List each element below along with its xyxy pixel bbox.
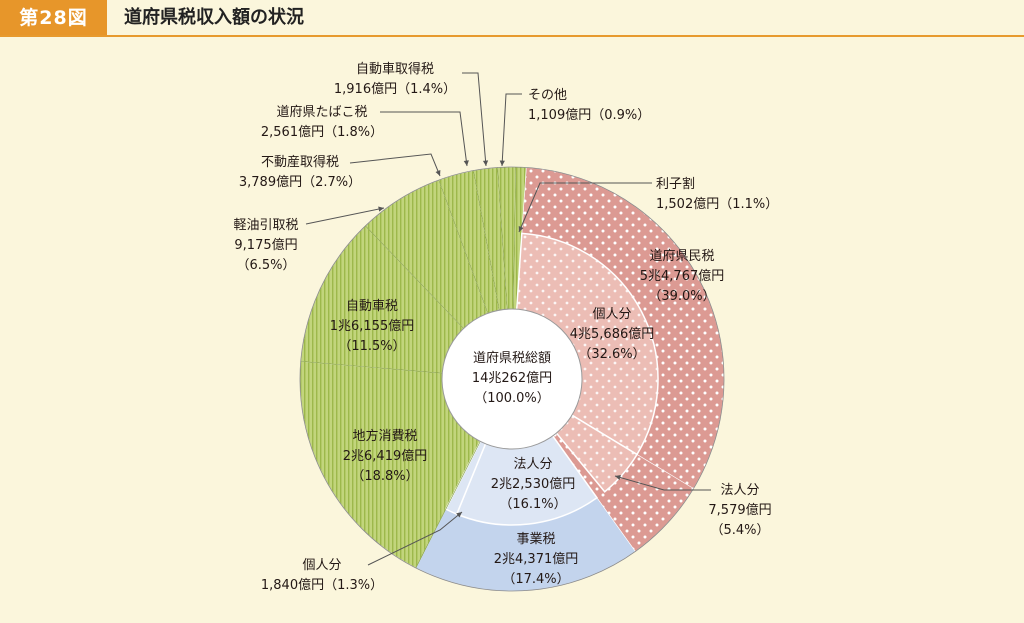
label-keiyu-value: 9,175億円 bbox=[234, 237, 297, 253]
label-kenmin-hojin-pct: （5.4%） bbox=[710, 523, 769, 538]
label-chiho-name: 地方消費税 bbox=[352, 428, 417, 444]
leader-tabako-arrow bbox=[463, 160, 469, 166]
label-kenmin-kojin-pct: （32.6%） bbox=[578, 347, 645, 362]
figure-number-badge: 第28図 bbox=[0, 0, 107, 36]
label-chiho-value: 2兆6,419億円 bbox=[343, 448, 428, 464]
label-jidosha-pct: （11.5%） bbox=[338, 339, 405, 354]
figure-header: 第28図 道府県税収入額の状況 bbox=[0, 0, 1024, 37]
leader-keiyu-arrow bbox=[378, 206, 384, 212]
leader-shutoku-arrow bbox=[482, 160, 489, 166]
separator-line-kenmin bbox=[636, 454, 694, 489]
label-kenminzei-pct: （39.0%） bbox=[648, 289, 715, 304]
label-kenminzei-value: 5兆4,767億円 bbox=[640, 268, 725, 284]
leader-keiyu bbox=[305, 207, 385, 225]
leader-ritsushi bbox=[518, 182, 652, 233]
label-jidosha-name: 自動車税 bbox=[346, 299, 398, 314]
center-label-title: 道府県税総額 bbox=[473, 351, 551, 366]
separator-line-6 bbox=[512, 167, 517, 310]
leader-fudosan-arrow bbox=[435, 170, 441, 176]
header-divider bbox=[0, 35, 1024, 37]
leader-jigyo-kojin-arrow bbox=[456, 512, 462, 518]
label-jigyo-hojin-value: 2兆2,530億円 bbox=[491, 476, 576, 492]
separator-line-2 bbox=[365, 225, 464, 329]
label-tabako-value: 2,561億円（1.8%） bbox=[261, 124, 383, 140]
label-jigyo-kojin-value: 1,840億円（1.3%） bbox=[261, 577, 383, 593]
separator-line-4 bbox=[473, 170, 500, 311]
leader-shutoku bbox=[462, 72, 487, 167]
center-label-total: 14兆262億円 bbox=[472, 370, 552, 386]
outer-border bbox=[299, 166, 725, 592]
label-keiyu-name: 軽油引取税 bbox=[233, 218, 298, 233]
leader-jigyo-kojin bbox=[367, 511, 463, 566]
label-kenminzei-name: 道府県民税 bbox=[649, 249, 714, 264]
leader-ritsushi-arrow bbox=[518, 226, 524, 232]
separator-line-0 bbox=[415, 441, 481, 569]
label-jigyo-pct: （17.4%） bbox=[502, 572, 569, 587]
label-jigyo-value: 2兆4,371億円 bbox=[494, 551, 579, 567]
leader-sonota-arrow bbox=[499, 160, 505, 166]
center-hole bbox=[441, 308, 583, 450]
label-shutoku-name: 自動車取得税 bbox=[356, 61, 434, 77]
label-jigyo-hojin-name: 法人分 bbox=[513, 457, 552, 472]
label-jidosha-value: 1兆6,155億円 bbox=[330, 318, 415, 334]
center-label-pct: （100.0%） bbox=[474, 391, 550, 406]
label-fudosan-value: 3,789億円（2.7%） bbox=[239, 174, 361, 190]
leader-fudosan bbox=[349, 153, 441, 177]
leader-kenmin-hojin bbox=[614, 475, 711, 491]
label-kenmin-hojin-value: 7,579億円 bbox=[708, 502, 771, 518]
label-jigyo-name: 事業税 bbox=[516, 531, 555, 547]
inner-slice-2 bbox=[455, 377, 598, 526]
separator-line-5 bbox=[497, 167, 508, 310]
leader-tabako bbox=[380, 111, 468, 167]
label-shutoku-value: 1,916億円（1.4%） bbox=[334, 81, 456, 97]
label-sonota-value: 1,109億円（0.9%） bbox=[528, 107, 650, 123]
leader-lines bbox=[305, 72, 711, 566]
label-jigyo-kojin-name: 個人分 bbox=[302, 558, 341, 573]
leader-sonota bbox=[501, 93, 522, 167]
label-chiho-pct: （18.8%） bbox=[351, 469, 418, 484]
label-kenmin-hojin-name: 法人分 bbox=[720, 483, 759, 498]
label-fudosan-name: 不動産取得税 bbox=[261, 154, 339, 170]
label-ritsushi-value: 1,502億円（1.1%） bbox=[656, 196, 778, 212]
separator-line-1 bbox=[300, 361, 443, 374]
label-sonota-name: その他 bbox=[528, 88, 567, 103]
segment-separators bbox=[300, 167, 694, 569]
label-ritsushi-name: 利子割 bbox=[656, 176, 695, 192]
label-jigyo-hojin-pct: （16.1%） bbox=[499, 497, 566, 512]
figure-title: 道府県税収入額の状況 bbox=[124, 7, 304, 28]
label-kenmin-kojin-value: 4兆5,686億円 bbox=[570, 326, 655, 342]
label-kenmin-kojin-name: 個人分 bbox=[592, 307, 631, 322]
label-keiyu-pct: （6.5%） bbox=[236, 258, 295, 273]
leader-kenmin-hojin-arrow bbox=[615, 474, 621, 480]
label-tabako-name: 道府県たばこ税 bbox=[276, 105, 367, 120]
separator-line-3 bbox=[438, 179, 489, 314]
